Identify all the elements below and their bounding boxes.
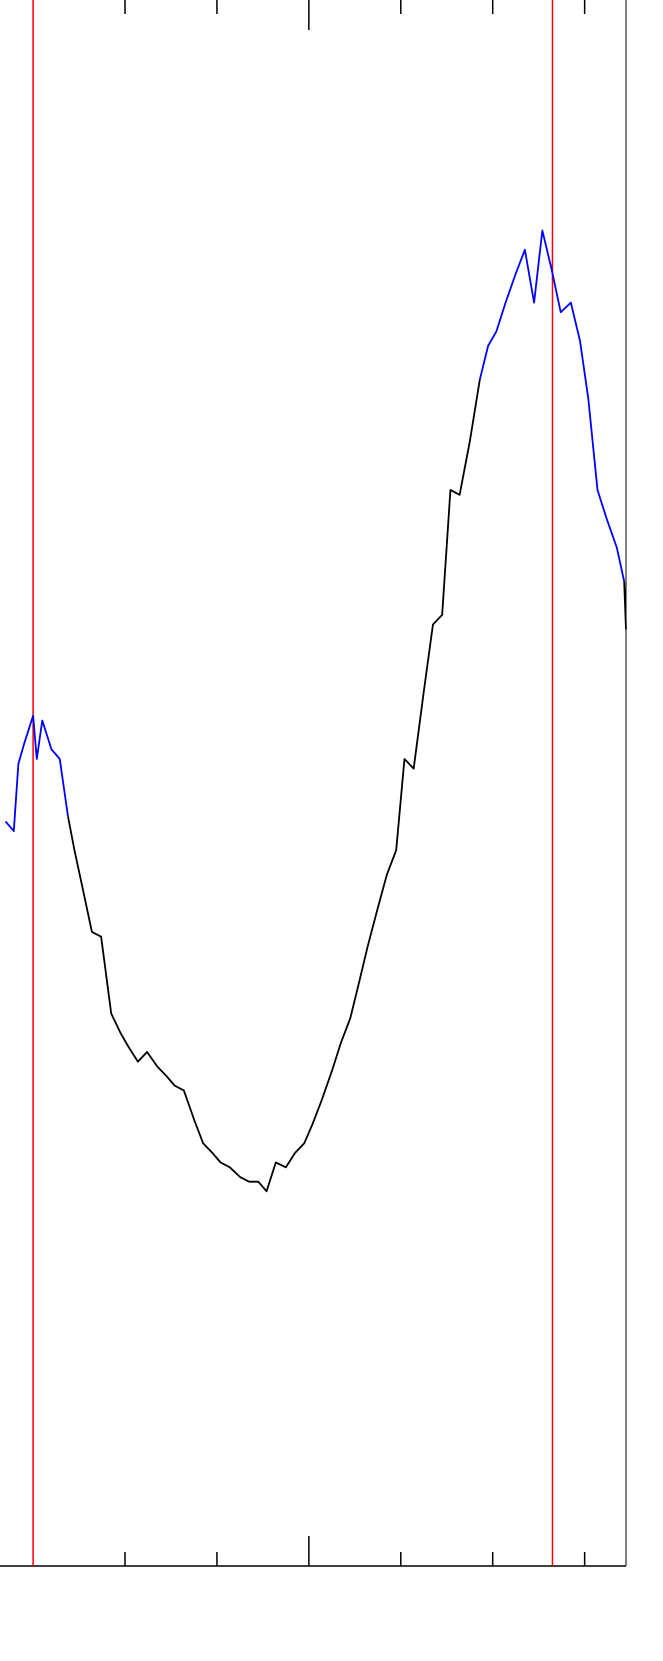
- data-line: [67, 379, 627, 1193]
- data-line: [4, 229, 626, 832]
